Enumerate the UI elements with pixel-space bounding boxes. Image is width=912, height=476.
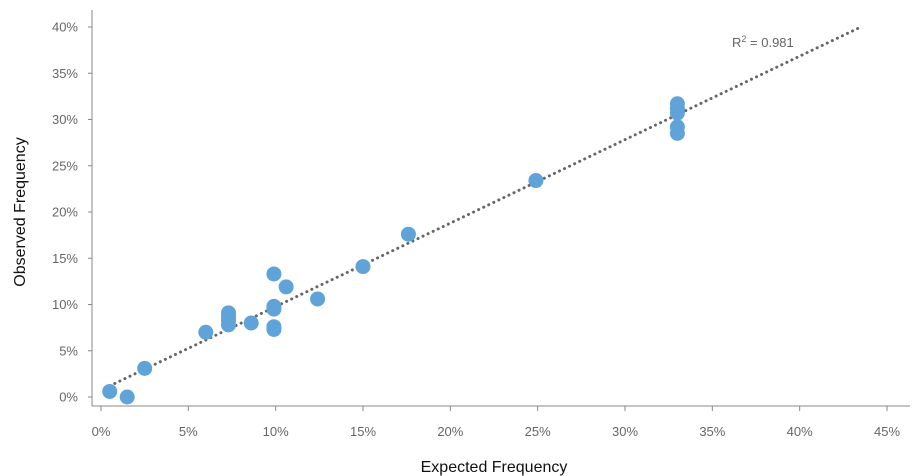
data-point xyxy=(137,360,153,376)
data-point xyxy=(669,96,685,112)
data-point xyxy=(310,291,326,307)
x-tick-label: 35% xyxy=(699,424,725,439)
y-tick-label: 35% xyxy=(52,66,78,81)
y-tick-label: 5% xyxy=(59,343,78,358)
trendline-layer xyxy=(108,25,863,388)
data-point xyxy=(528,173,544,189)
data-point xyxy=(221,305,237,321)
data-point xyxy=(266,266,282,282)
x-axis-title: Expected Frequency xyxy=(421,459,568,476)
y-tick-label: 10% xyxy=(52,297,78,312)
x-tick-label: 15% xyxy=(350,424,376,439)
data-point xyxy=(400,226,416,242)
data-point xyxy=(243,315,259,331)
axes: 0% 5% 10% 15% 20% 25% 30% 35% 40% 0% 5% 10% 15% 20% 25… xyxy=(52,10,910,439)
data-points xyxy=(102,96,685,405)
y-tick-label: 25% xyxy=(52,158,78,173)
y-axis-title: Observed Frequency xyxy=(12,137,29,286)
x-tick-label: 5% xyxy=(179,424,198,439)
trendline xyxy=(108,25,863,388)
y-tick-label: 15% xyxy=(52,251,78,266)
y-tick-label: 40% xyxy=(52,20,78,35)
x-tick-label: 25% xyxy=(525,424,551,439)
y-tick-label: 0% xyxy=(59,390,78,405)
x-tick-label: 40% xyxy=(787,424,813,439)
data-point xyxy=(102,383,118,399)
x-tick-label: 30% xyxy=(612,424,638,439)
y-tick-label: 30% xyxy=(52,112,78,127)
data-point xyxy=(278,279,294,295)
x-tick-label: 45% xyxy=(874,424,900,439)
data-point xyxy=(355,259,371,275)
data-point xyxy=(266,319,282,335)
data-point xyxy=(669,119,685,135)
data-point xyxy=(266,298,282,314)
x-tick-label: 10% xyxy=(263,424,289,439)
data-point xyxy=(119,389,135,405)
x-tick-label: 20% xyxy=(437,424,463,439)
x-tick-label: 0% xyxy=(92,424,111,439)
y-tick-label: 20% xyxy=(52,205,78,220)
data-point xyxy=(198,324,214,340)
r-squared-annotation: R2 = 0.981 xyxy=(732,34,794,50)
